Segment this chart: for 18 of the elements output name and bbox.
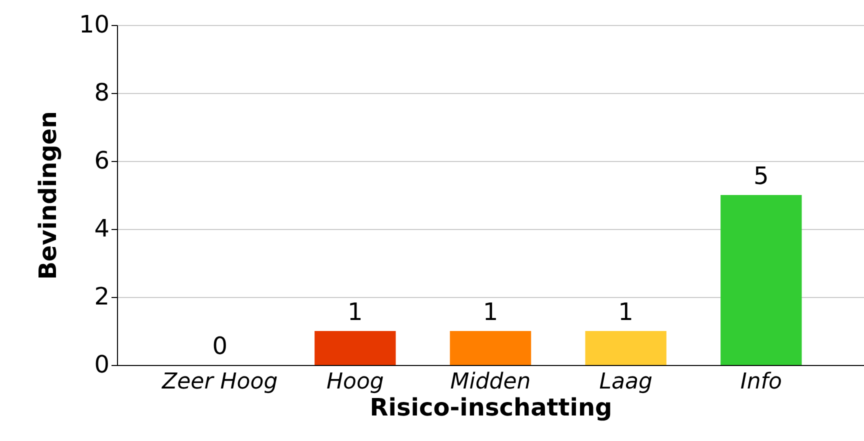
x-tick-label: Hoog xyxy=(326,370,384,394)
data-label: 1 xyxy=(618,298,634,326)
data-label: 5 xyxy=(754,162,769,190)
y-tick-label: 10 xyxy=(78,10,110,38)
x-tick-label: Midden xyxy=(450,370,531,394)
x-tick-label: Laag xyxy=(599,370,652,394)
y-tick-label: 6 xyxy=(94,146,110,174)
x-axis-title: Risico-inschatting xyxy=(370,394,612,422)
y-tick-label: 4 xyxy=(94,214,110,242)
y-tick-label: 2 xyxy=(94,282,110,310)
x-tick-label: Zeer Hoog xyxy=(161,370,278,394)
y-axis-title: Bevindingen xyxy=(34,111,62,280)
y-tick-label: 0 xyxy=(94,350,110,378)
data-label: 1 xyxy=(348,298,363,326)
data-label: 0 xyxy=(212,332,228,360)
y-tick-label: 8 xyxy=(94,78,110,106)
x-tick-label: Info xyxy=(740,370,782,394)
data-label: 1 xyxy=(482,298,498,326)
